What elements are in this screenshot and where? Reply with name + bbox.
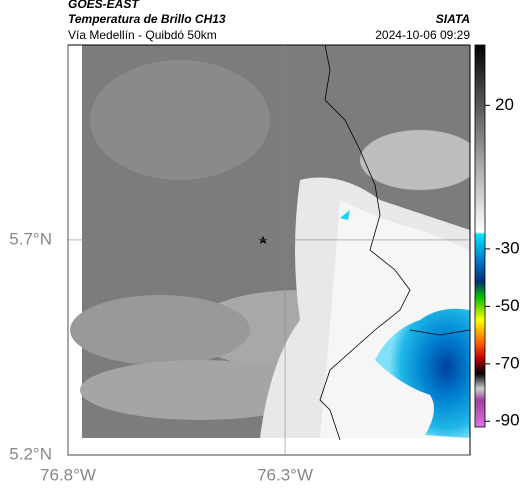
satellite-image <box>68 45 470 455</box>
x-tick-label: 76.8°W <box>40 465 96 484</box>
colorbar-tick-label: -70 <box>495 353 520 372</box>
colorbar-tick-label: 20 <box>495 95 514 114</box>
subtitle: Temperatura de Brillo CH13 <box>68 12 226 26</box>
x-tick-label: 76.3°W <box>257 465 313 484</box>
y-tick-label: 5.7°N <box>9 229 52 248</box>
colorbar-tick-label: -30 <box>495 238 520 257</box>
y-tick-label: 5.2°N <box>9 444 52 463</box>
title: GOES-EAST <box>68 0 140 11</box>
datetime: 2024-10-06 09:29 <box>375 28 470 42</box>
colorbar-tick-label: -90 <box>495 411 520 430</box>
colorbar <box>474 44 486 428</box>
location: Vía Medellín - Quibdó 50km <box>68 28 217 42</box>
source: SIATA <box>436 12 470 26</box>
colorbar-tick-label: -50 <box>495 296 520 315</box>
